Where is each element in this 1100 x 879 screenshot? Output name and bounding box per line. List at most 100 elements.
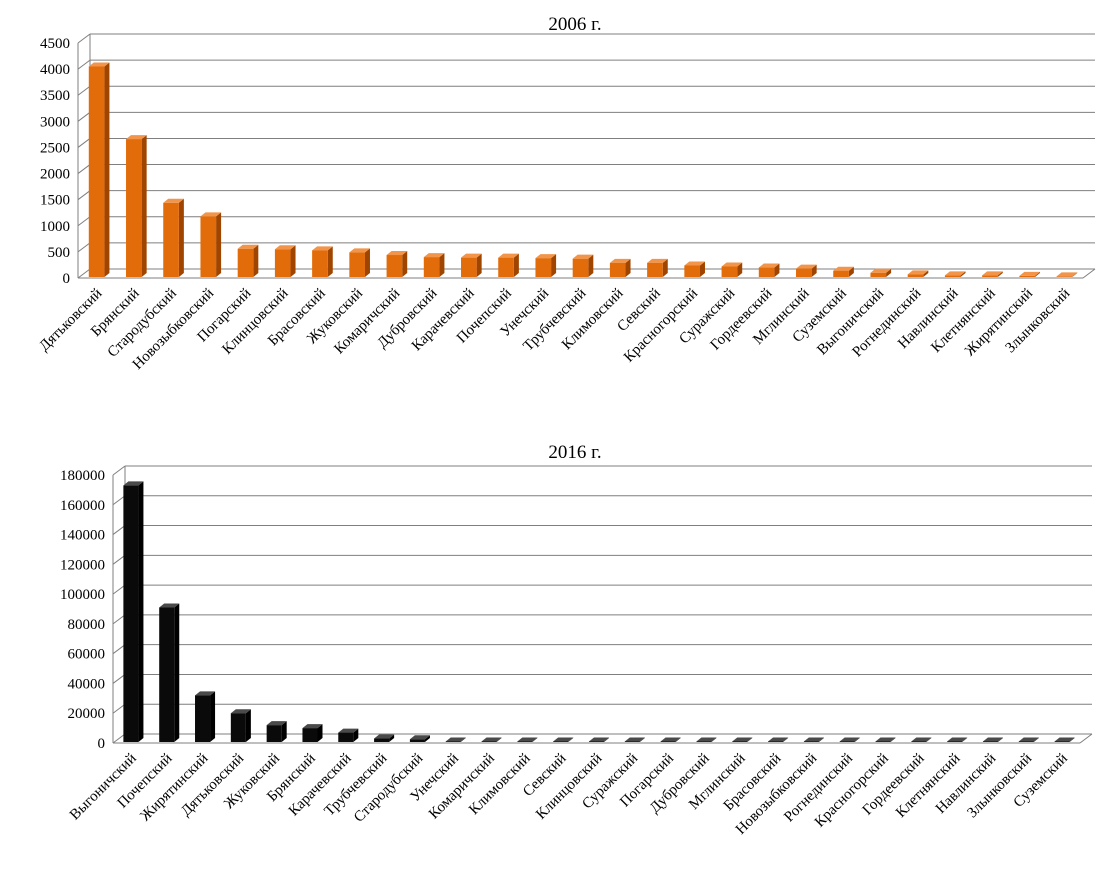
bar [274, 245, 296, 277]
bar-top [839, 737, 860, 742]
bar-top [163, 198, 184, 203]
gridline-depth [77, 59, 91, 70]
y-tick-label: 1000 [40, 219, 70, 235]
bar-side [699, 261, 705, 277]
bar [88, 62, 110, 277]
bar [200, 212, 222, 277]
bar [796, 264, 817, 277]
bar-side [513, 253, 519, 277]
bar [732, 737, 753, 742]
y-tick-label: 20000 [68, 706, 106, 722]
bar-side [747, 737, 753, 742]
x-category-label: Дятьковский [36, 286, 105, 355]
bar [1019, 271, 1040, 277]
bar [947, 737, 968, 742]
bar-front [274, 249, 291, 277]
bar-front [498, 257, 514, 277]
bar [349, 248, 370, 277]
bar-side [178, 198, 184, 277]
bar-top [1018, 737, 1039, 742]
bar-top [195, 691, 216, 696]
bar [839, 737, 860, 742]
bar-top [266, 721, 287, 726]
gridline-depth [77, 268, 91, 279]
bar [163, 198, 184, 277]
bar [870, 268, 892, 277]
bar-side [625, 258, 631, 277]
bar-side [532, 737, 538, 742]
bar-side [281, 721, 287, 742]
bar-front [409, 739, 425, 742]
bar-front [758, 267, 775, 277]
bar-top [982, 737, 1003, 742]
bar-front [660, 741, 676, 742]
bar-side [327, 246, 333, 277]
bar-top [445, 737, 466, 742]
floor-edge [1079, 733, 1093, 744]
bar-top [517, 737, 538, 742]
bar-top [588, 737, 610, 742]
bar-front [481, 741, 497, 742]
bar [445, 737, 466, 742]
chart-2016: 2016 г. 0 20000 40000 60000 80000 100000 12000… [60, 442, 1093, 838]
y-tick-label: 40000 [68, 676, 106, 692]
bar-side [890, 737, 896, 742]
bar-side [568, 737, 574, 742]
y-tick-label: 4500 [40, 36, 70, 52]
gridline-depth [77, 190, 91, 201]
bar [302, 724, 323, 742]
bar-front [126, 139, 142, 277]
bar-top [647, 258, 668, 263]
bar-side [290, 245, 296, 277]
bar-side [711, 737, 717, 742]
bar-front [768, 741, 784, 742]
bar-side [496, 737, 502, 742]
bar [423, 253, 445, 277]
bar-side [811, 264, 817, 277]
y-tick-label: 60000 [68, 647, 106, 663]
bar-side [639, 737, 645, 742]
bar-top [870, 268, 892, 273]
gridline-depth [112, 495, 126, 506]
bar-side [774, 263, 780, 277]
bar-top [200, 212, 222, 217]
bar [572, 254, 594, 277]
bar-front [163, 202, 179, 277]
bar-front [312, 250, 328, 277]
y-tick-label: 0 [98, 736, 106, 752]
y-tick-label: 3500 [40, 88, 70, 104]
bar-top [312, 246, 333, 251]
bar [588, 737, 610, 742]
bar-side [253, 244, 259, 277]
bar-front [159, 607, 175, 742]
bar [159, 603, 180, 742]
bar-top [386, 251, 408, 256]
bar [982, 737, 1003, 742]
bar-front [609, 262, 626, 277]
bar-side [854, 737, 860, 742]
y-tick-label: 160000 [60, 498, 105, 514]
bar-side [1072, 272, 1078, 277]
bar-front [839, 741, 855, 742]
bar-front [266, 725, 282, 742]
bar-side [962, 737, 968, 742]
bar [312, 246, 333, 277]
bar-top [758, 263, 780, 268]
bar-top [230, 709, 251, 714]
bar-front [907, 274, 924, 277]
bar-top [982, 271, 1003, 276]
y-tick-label: 100000 [60, 587, 105, 603]
bar [266, 721, 287, 742]
bar [647, 258, 668, 277]
bar-front [230, 713, 246, 742]
bar-side [364, 248, 370, 277]
bar [803, 737, 824, 742]
bar-front [588, 741, 605, 742]
bar [374, 734, 395, 742]
bar-top [875, 737, 896, 742]
bar-top [768, 737, 789, 742]
bar [386, 251, 408, 277]
bar-front [911, 741, 927, 742]
bar-front [732, 741, 748, 742]
y-tick-label: 120000 [60, 557, 105, 573]
